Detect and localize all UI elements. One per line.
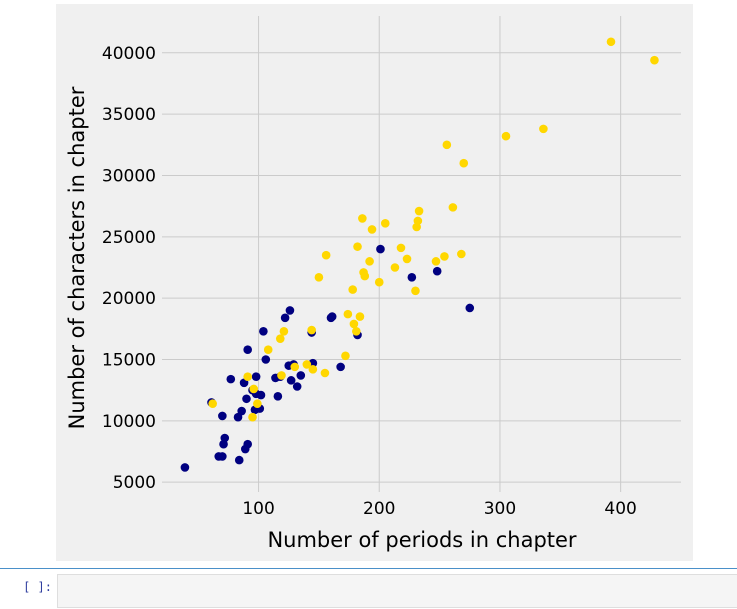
data-point (336, 362, 345, 372)
data-point (457, 249, 466, 259)
data-point (365, 257, 374, 266)
data-point (249, 384, 259, 394)
code-cell-input[interactable] (57, 574, 737, 608)
data-points (180, 37, 659, 472)
data-point (286, 376, 296, 385)
data-point (253, 399, 262, 408)
y-axis-label: Number of characters in chapter (65, 86, 89, 429)
data-point (360, 271, 370, 281)
data-point (413, 216, 423, 226)
data-point (432, 266, 442, 276)
data-point (349, 319, 359, 329)
data-point (396, 243, 406, 253)
data-point (355, 312, 365, 321)
y-tick-label: 25000 (102, 228, 156, 248)
data-point (353, 242, 362, 251)
data-point (243, 372, 252, 381)
data-point (302, 360, 312, 369)
data-point (275, 334, 285, 343)
data-point (263, 345, 273, 354)
data-point (251, 372, 261, 381)
data-point (650, 55, 659, 65)
data-point (290, 362, 300, 372)
y-tick-label: 40000 (102, 44, 156, 64)
figure-background (56, 4, 693, 561)
data-point (448, 203, 458, 212)
data-point (376, 244, 385, 254)
data-point (285, 306, 295, 315)
data-point (348, 285, 358, 294)
data-point (374, 277, 384, 287)
data-point (273, 392, 283, 401)
data-point (343, 309, 353, 319)
axis-labels: Number of periods in chapter Number of c… (65, 86, 577, 552)
data-point (226, 374, 236, 384)
data-point (352, 326, 361, 336)
axes: 100 200 300 400 5000 10000 15000 20000 25000 3000… (102, 44, 637, 519)
cell-output-area: 100 200 300 400 5000 10000 15000 20000 25000 3000… (56, 4, 693, 561)
cell-divider (0, 568, 737, 569)
x-tick-label: 400 (604, 499, 636, 519)
data-point (341, 351, 350, 361)
data-point (407, 273, 417, 282)
data-point (180, 463, 190, 472)
data-point (259, 326, 268, 336)
data-point (280, 313, 290, 323)
data-point (261, 355, 271, 364)
data-point (380, 219, 390, 228)
data-point (307, 325, 316, 335)
data-point (402, 254, 412, 264)
data-point (248, 412, 257, 422)
data-point (308, 365, 318, 374)
data-point (243, 345, 252, 354)
data-point (218, 411, 227, 421)
y-tick-label: 15000 (102, 351, 156, 371)
cell-prompt: [ ]: (23, 580, 52, 594)
data-point (321, 250, 331, 260)
y-tick-label: 5000 (113, 473, 156, 493)
data-point (390, 263, 400, 272)
data-point (414, 206, 424, 216)
data-point (208, 399, 217, 408)
data-point (320, 368, 330, 378)
data-point (367, 225, 377, 234)
y-tick-label: 30000 (102, 166, 156, 186)
data-point (218, 452, 227, 461)
x-tick-label: 300 (484, 499, 516, 519)
data-point (234, 455, 244, 465)
grid-lines (162, 16, 681, 492)
data-point (292, 382, 302, 391)
scatter-chart: 100 200 300 400 5000 10000 15000 20000 25000 3000… (56, 4, 693, 561)
y-tick-label: 35000 (102, 105, 156, 125)
data-point (606, 37, 616, 47)
data-point (501, 131, 511, 141)
data-point (279, 326, 289, 336)
data-point (358, 214, 367, 223)
x-axis-label: Number of periods in chapter (267, 528, 576, 552)
data-point (277, 371, 286, 380)
y-tick-label: 10000 (102, 412, 156, 432)
data-point (431, 257, 441, 266)
data-point (539, 124, 548, 134)
data-point (440, 252, 449, 261)
y-tick-label: 20000 (102, 289, 156, 309)
x-tick-label: 100 (242, 499, 274, 519)
data-point (411, 286, 420, 296)
data-point (256, 390, 266, 400)
data-point (327, 312, 337, 321)
data-point (242, 394, 251, 404)
x-tick-label: 200 (363, 499, 395, 519)
data-point (296, 371, 306, 380)
data-point (465, 303, 475, 313)
data-point (243, 439, 252, 449)
data-point (220, 433, 230, 443)
data-point (314, 273, 324, 282)
data-point (459, 158, 469, 168)
data-point (237, 406, 246, 416)
data-point (442, 140, 452, 150)
